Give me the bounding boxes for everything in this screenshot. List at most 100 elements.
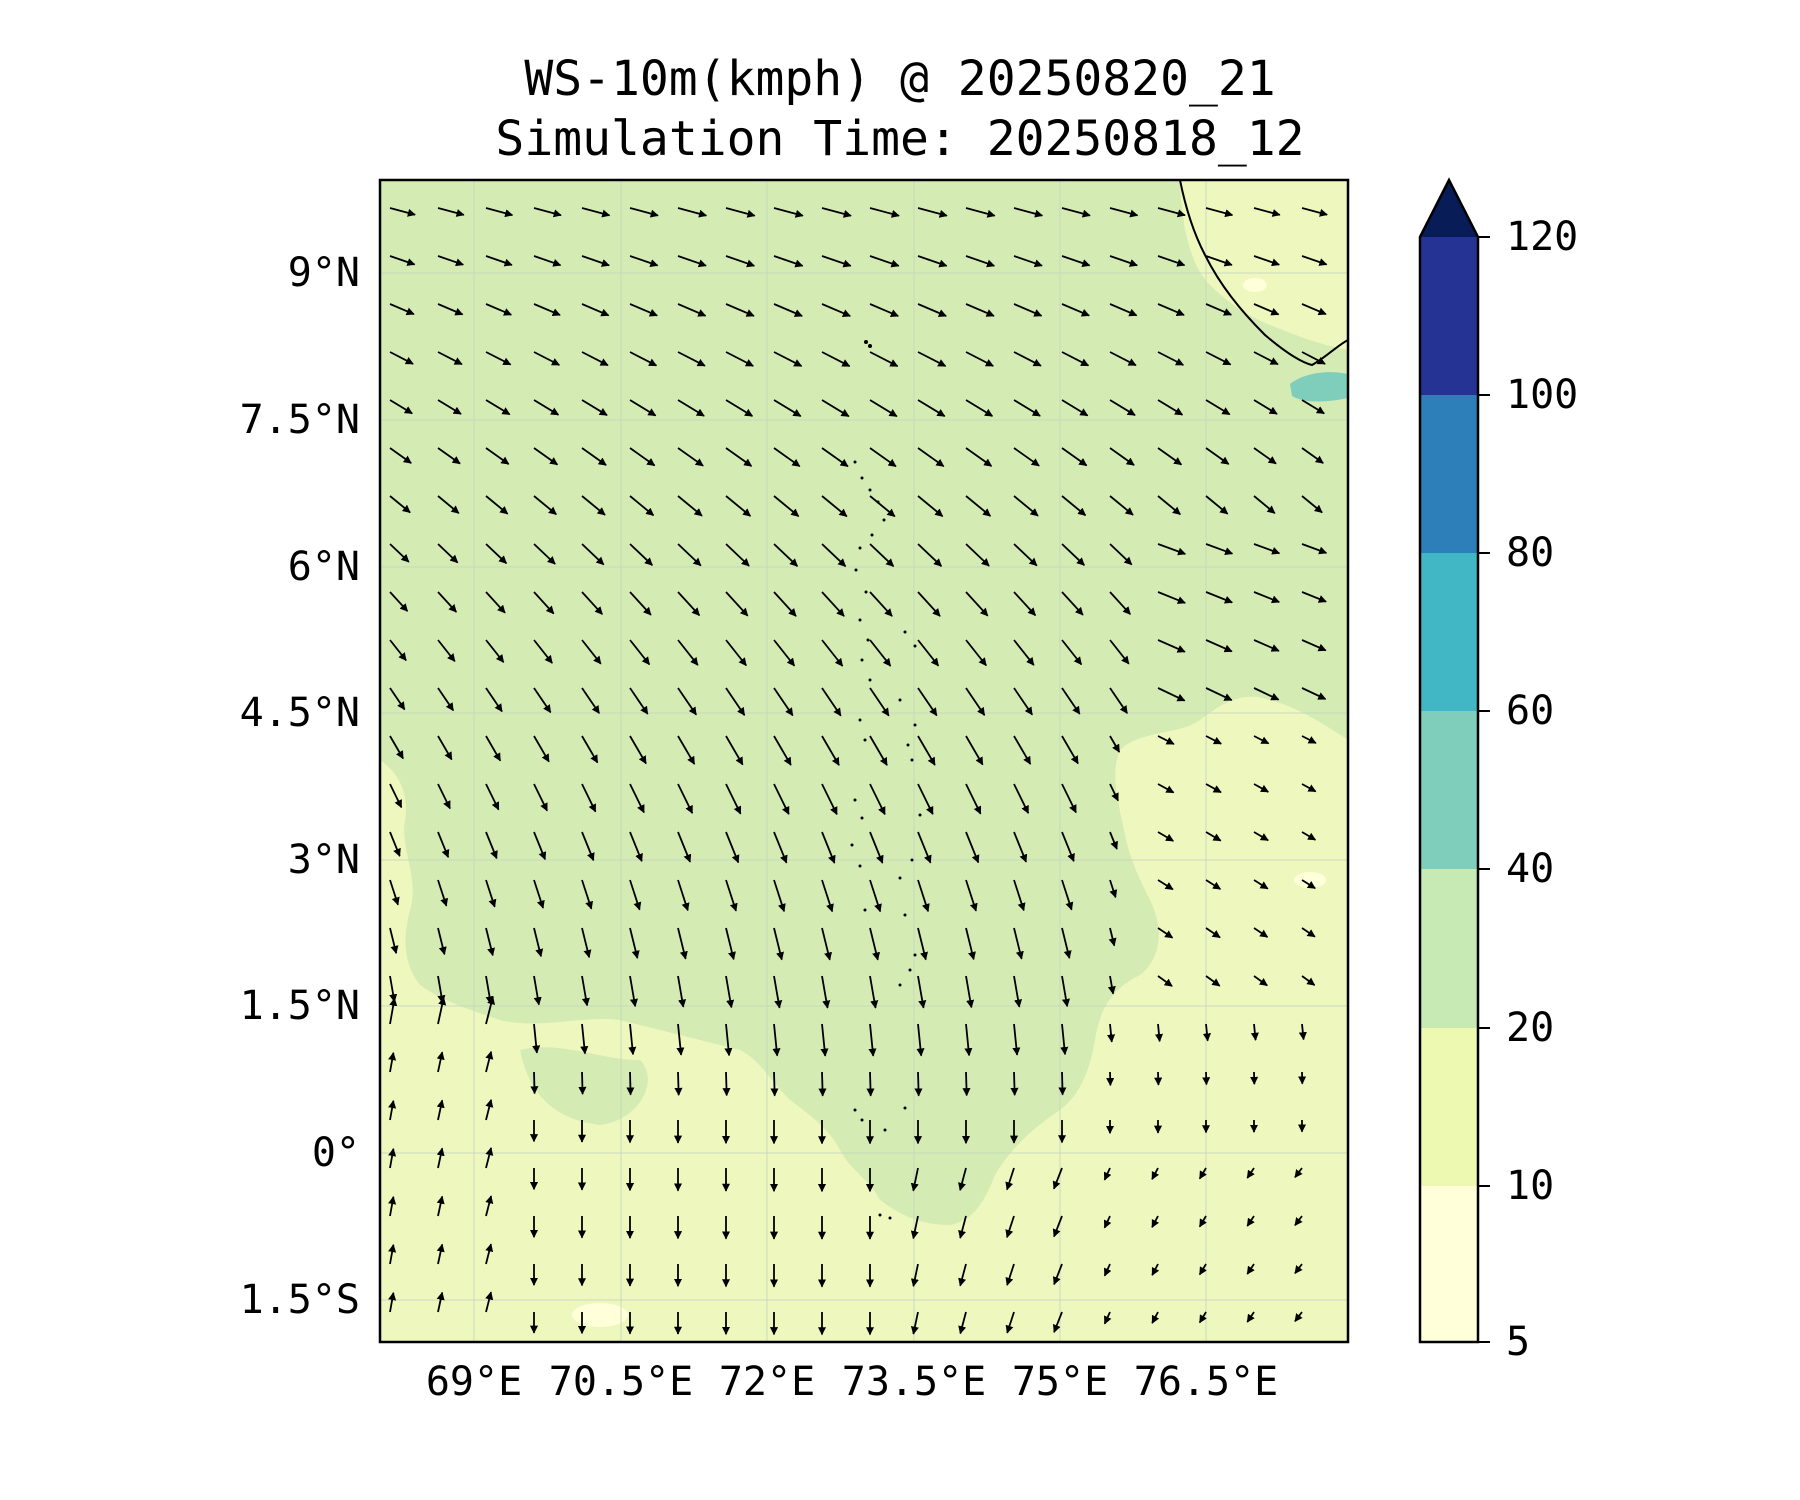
wind-vector-arrow <box>1205 639 1233 653</box>
wind-vector-arrow <box>629 399 657 417</box>
wind-vector-arrow <box>1253 447 1277 465</box>
wind-vector-arrow <box>1013 351 1042 367</box>
wind-vector-arrow <box>917 639 940 667</box>
wind-vector-arrow <box>917 783 934 815</box>
map-gridlines <box>380 180 1348 1342</box>
wind-vector-arrow <box>677 351 706 367</box>
wind-vector-arrow <box>629 447 656 467</box>
wind-vector-arrow <box>725 447 753 467</box>
wind-vector-arrow <box>533 447 559 466</box>
wind-vector-arrow <box>818 1071 827 1097</box>
map-title: WS-10m(kmph) @ 20250820_21 <box>524 51 1276 107</box>
colorbar-band-100-120 <box>1420 237 1478 395</box>
lat-tick-label: 3°N <box>287 837 360 883</box>
wind-vector-arrow <box>629 975 638 1008</box>
wind-vector-arrow <box>437 591 457 613</box>
wind-vector-arrow <box>1205 303 1233 316</box>
wind-vector-arrow <box>677 687 697 716</box>
wind-vector-arrow <box>1301 591 1327 603</box>
wind-vector-arrow <box>485 783 500 811</box>
wind-vector-arrow <box>773 927 784 961</box>
wind-vector-arrow <box>1151 1215 1160 1229</box>
wind-vector-arrow <box>1109 399 1136 416</box>
wind-vector-arrow <box>1012 1023 1021 1056</box>
wind-vector-arrow <box>581 591 603 615</box>
wind-vector-arrow <box>677 255 707 268</box>
wind-vector-arrow <box>533 927 544 958</box>
wind-vector-arrow <box>388 1052 397 1073</box>
wind-vector-arrow <box>910 1311 919 1335</box>
wind-vector-arrow <box>437 996 447 1025</box>
wind-vector-arrow <box>725 639 747 667</box>
wind-vector-arrow <box>868 1023 877 1057</box>
wind-vector-arrow <box>958 1263 967 1287</box>
wind-vector-arrow <box>389 927 399 954</box>
wind-vector-arrow <box>1253 543 1281 555</box>
wind-vector-arrow <box>1061 975 1070 1008</box>
lat-tick-label: 9°N <box>287 250 360 296</box>
wind-vector-arrow <box>1294 1263 1303 1274</box>
wind-vector-arrow <box>629 495 655 517</box>
lat-tick-label: 4.5°N <box>239 690 360 736</box>
wind-vector-arrow <box>869 879 882 913</box>
wind-vector-arrow <box>1151 1311 1160 1324</box>
wind-vector-arrow <box>1109 639 1130 665</box>
wind-vector-arrow <box>437 879 449 907</box>
wind-vector-arrow <box>1246 1215 1255 1227</box>
wind-vector-arrow <box>1253 591 1280 604</box>
wind-vector-arrow <box>910 1263 919 1287</box>
wind-vector-arrow <box>581 255 610 267</box>
wind-vector-arrow <box>916 1023 925 1057</box>
wind-vector-arrow <box>869 207 900 218</box>
wind-vector-arrow <box>677 783 694 814</box>
wind-vector-arrow <box>485 996 496 1025</box>
wind-vector-arrow <box>485 639 505 663</box>
wind-vector-arrow <box>965 783 982 815</box>
lat-tick-label: 6°N <box>287 544 360 590</box>
wind-vector-arrow <box>1061 927 1072 959</box>
lon-tick-label: 69°E <box>425 1359 523 1405</box>
colorbar-tick-label: 80 <box>1506 530 1555 576</box>
wind-vector-arrow <box>389 997 398 1025</box>
wind-vector-arrow <box>869 735 888 766</box>
wind-vector-arrow <box>485 1099 494 1121</box>
wind-vector-arrow <box>437 255 464 267</box>
wind-vector-arrow <box>869 447 897 468</box>
wind-vector-arrow <box>677 927 688 960</box>
wind-vector-arrow <box>533 495 557 516</box>
wind-vector-arrow <box>533 399 560 416</box>
wind-vector-arrow <box>388 1100 397 1121</box>
wind-vector-arrow <box>1253 399 1278 415</box>
wind-vector-arrow <box>725 303 755 317</box>
wind-vector-arrow <box>437 303 464 316</box>
wind-vector-arrow <box>1250 1023 1259 1041</box>
colorbar-tick-label: 120 <box>1506 214 1579 260</box>
wind-vector-arrow <box>389 447 412 464</box>
wind-vector-arrow <box>965 207 996 218</box>
wind-vector-arrow <box>725 735 744 766</box>
wind-vector-arrow <box>1109 687 1128 714</box>
wind-vector-arrow <box>389 879 400 906</box>
wind-vector-arrow <box>1301 495 1323 514</box>
wind-vector-arrow <box>869 495 896 518</box>
wind-vector-arrow <box>1205 687 1233 702</box>
wind-vector-arrow <box>485 399 511 416</box>
wind-vector-arrow <box>629 591 652 616</box>
wind-vector-arrow <box>437 399 462 415</box>
wind-vector-arrow <box>1205 447 1230 465</box>
wind-vector-arrow <box>437 639 456 662</box>
wind-speed-field-10-20 <box>380 696 1348 1342</box>
colorbar-tick-label: 20 <box>1506 1005 1555 1051</box>
wind-vector-arrow <box>1013 735 1032 765</box>
colorbar-extend-arrow <box>1420 180 1478 237</box>
colorbar-band-80-100 <box>1420 395 1478 553</box>
wind-vector-arrow <box>1205 399 1231 416</box>
wind-vector-arrow <box>436 1291 445 1313</box>
wind-vector-arrow <box>389 255 416 266</box>
wind-vector-arrow <box>389 735 404 760</box>
wind-vector-arrow <box>436 1195 445 1217</box>
colorbar-frame <box>1418 177 1480 1344</box>
wind-vector-arrow <box>629 639 651 666</box>
wind-vector-arrow <box>389 975 398 1003</box>
wind-vector-arrow <box>674 1071 683 1096</box>
